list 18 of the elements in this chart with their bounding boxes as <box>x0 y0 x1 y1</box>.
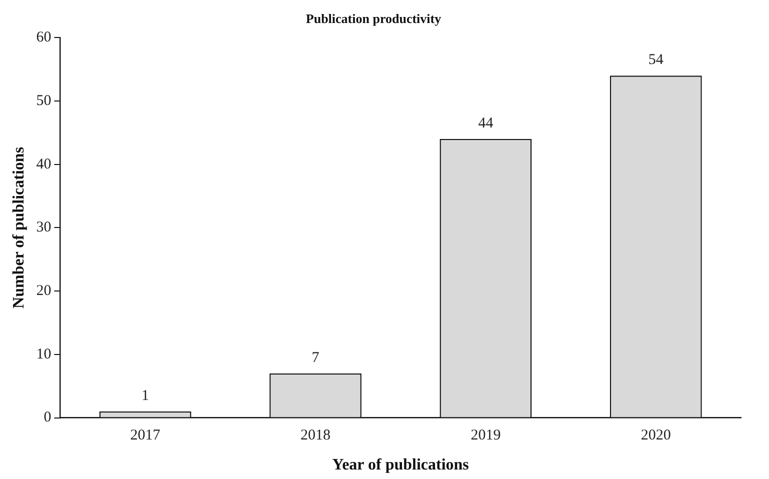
data-label: 54 <box>648 52 664 68</box>
x-tick-label: 2019 <box>470 428 501 444</box>
x-axis-title: Year of publications <box>332 456 469 474</box>
x-tick-label: 2018 <box>300 428 330 444</box>
data-label: 7 <box>312 350 320 366</box>
y-tick-label: 20 <box>36 283 52 300</box>
y-axis-title: Number of publications <box>10 146 28 308</box>
y-tick-label: 50 <box>36 92 52 109</box>
y-tick-label: 0 <box>44 410 52 426</box>
x-tick-label: 2020 <box>640 428 671 444</box>
chart-title: Publication productivity <box>306 11 442 26</box>
y-tick-label: 30 <box>36 220 52 236</box>
data-label: 1 <box>142 388 150 404</box>
x-tick-label: 2017 <box>130 428 161 444</box>
y-tick-label: 10 <box>36 346 52 362</box>
y-tick-label: 60 <box>36 30 52 46</box>
y-tick-label: 40 <box>36 156 52 172</box>
data-label: 44 <box>478 115 494 132</box>
